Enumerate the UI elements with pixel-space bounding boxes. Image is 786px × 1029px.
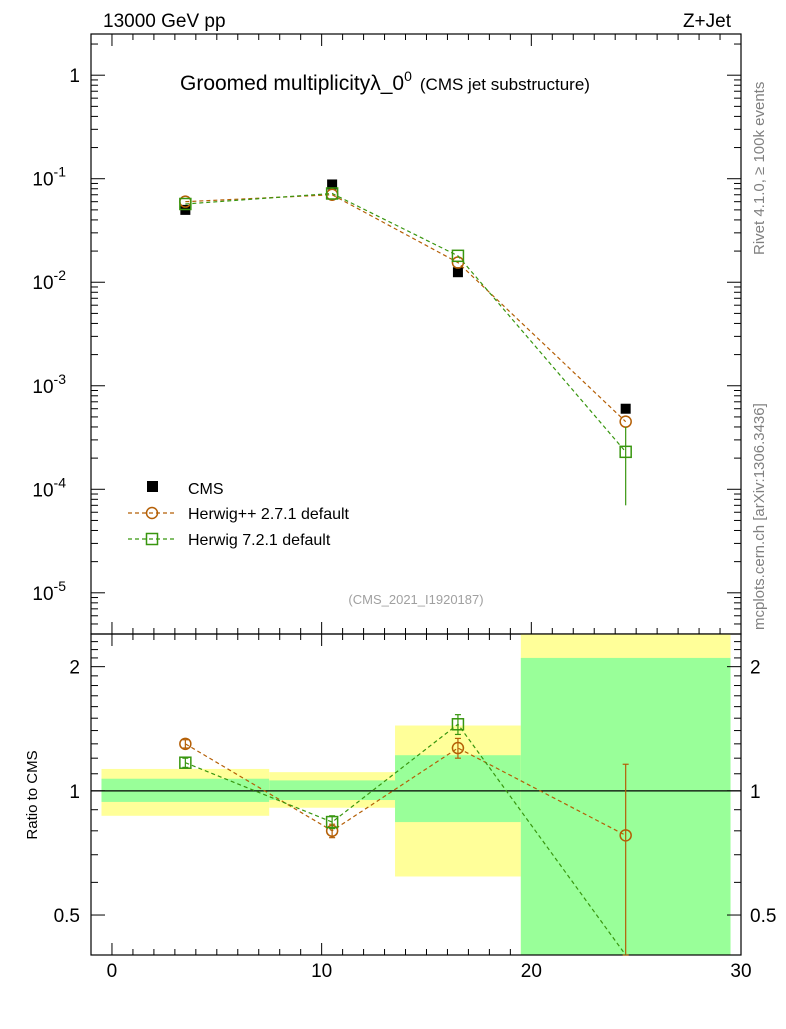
title-subtitle: (CMS jet substructure) — [420, 75, 590, 94]
ratio-point-herwig7 — [451, 718, 465, 731]
main-point-herwig7 — [451, 249, 465, 263]
ratio-uncertainty-bands — [101, 634, 731, 955]
legend: CMS Herwig++ 2.7.1 default Herwig 7.2.1 … — [128, 481, 350, 549]
ratio-y-axis-label: Ratio to CMS — [24, 750, 41, 839]
main-point-herwig7 — [325, 187, 339, 200]
plot-title: Groomed multiplicityλ_00 (CMS jet substru… — [180, 68, 590, 95]
data-series — [179, 179, 632, 956]
legend-marker-cms — [147, 481, 158, 492]
title-main: Groomed multiplicityλ_0 — [180, 72, 404, 95]
ratio-y-tick-label: 1 — [69, 782, 80, 803]
legend-label-herwigpp: Herwig++ 2.7.1 default — [188, 506, 350, 523]
title-superscript: 0 — [404, 68, 412, 84]
ratio-series-line-1 — [185, 723, 627, 956]
ratio-series-line-0 — [185, 743, 626, 836]
ratio-point-herwigpp — [179, 737, 192, 751]
legend-marker-herwigpp — [145, 506, 159, 520]
ratio-point-herwigpp — [451, 741, 465, 755]
ratio-frame — [90, 633, 742, 956]
main-point-herwig7 — [619, 445, 632, 459]
y-tick-label: 10-2 — [32, 267, 66, 294]
side-label-mcplots: mcplots.cern.ch [arXiv:1306.3436] — [751, 403, 768, 630]
side-label-rivet: Rivet 4.1.0, ≥ 100k events — [751, 82, 768, 255]
x-tick-label: 30 — [730, 961, 751, 982]
y-tick-label: 10-3 — [32, 371, 66, 398]
main-point-cms — [620, 403, 631, 414]
main-series-line-1 — [185, 194, 627, 423]
ratio-y-tick-label: 2 — [69, 658, 80, 679]
x-tick-label: 20 — [521, 961, 542, 982]
x-tick-label: 0 — [107, 961, 118, 982]
header-left: 13000 GeV pp — [103, 11, 226, 32]
y-tick-label: 10-1 — [32, 164, 66, 191]
main-point-herwig7 — [179, 197, 192, 211]
band-inner-1 — [269, 780, 396, 801]
x-tick-label: 10 — [311, 961, 332, 982]
ratio-point-herwigpp — [619, 829, 632, 842]
band-inner-2 — [395, 755, 521, 823]
analysis-reference: (CMS_2021_I1920187) — [348, 592, 483, 607]
main-series-line-2 — [185, 192, 627, 453]
legend-label-herwig7: Herwig 7.2.1 default — [188, 532, 331, 549]
legend-label-cms: CMS — [188, 481, 224, 498]
legend-marker-herwig7 — [145, 532, 159, 546]
main-point-cms — [452, 267, 463, 278]
header-right: Z+Jet — [683, 11, 732, 32]
ratio-y-tick-label: 0.5 — [54, 906, 80, 927]
ratio-y-tick-label-right: 0.5 — [750, 906, 776, 927]
ratio-point-herwig7 — [179, 756, 192, 769]
ratio-y-tick-label-right: 2 — [750, 658, 761, 679]
ratio-point-herwig7 — [325, 815, 339, 829]
y-tick-label: 10-4 — [32, 474, 66, 501]
y-tick-label: 10-5 — [32, 578, 66, 605]
ratio-y-tick-label-right: 1 — [750, 782, 761, 803]
y-tick-label: 1 — [69, 66, 80, 87]
ratio-panel: 0 10 20 30 0.5 0.5 1 1 2 2 — [54, 633, 776, 982]
main-point-cms — [327, 179, 338, 190]
